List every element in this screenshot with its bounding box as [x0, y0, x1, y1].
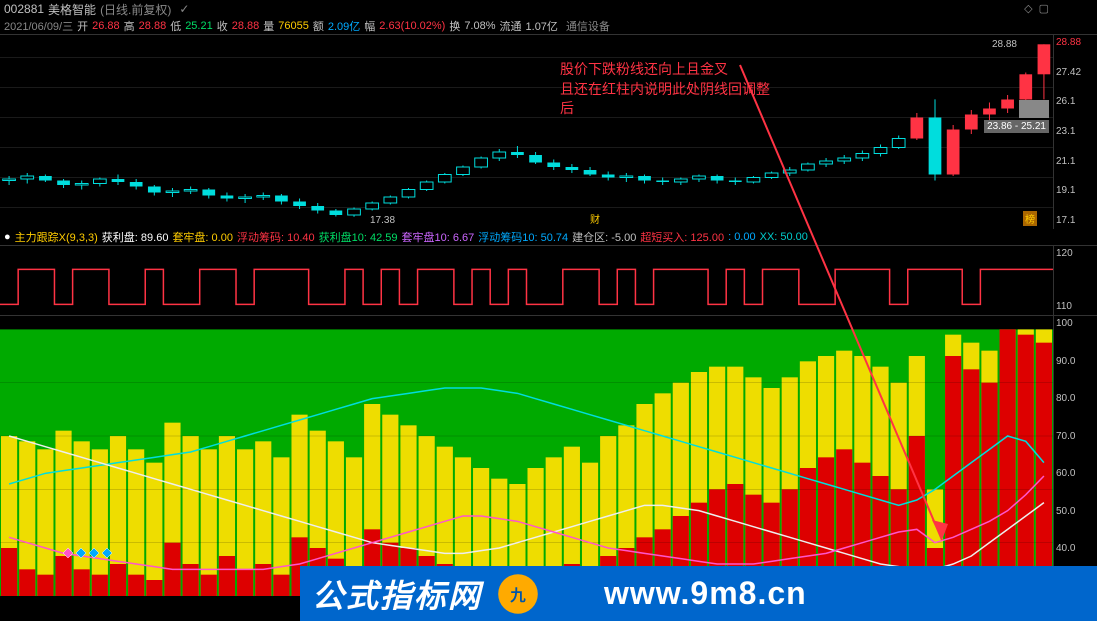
- watermark-banner: 公式指标网 九 www.9m8.cn: [300, 566, 1097, 621]
- hi-price-label: 28.88: [992, 39, 1017, 50]
- period-label: (日线.前复权): [100, 1, 171, 18]
- open-val: 26.88: [92, 20, 120, 32]
- indicator2-chart[interactable]: 10090.080.070.060.050.040.030.0: [0, 315, 1097, 595]
- diamond-icons: [62, 547, 113, 559]
- price-tick: 23.1: [1056, 126, 1095, 138]
- turn-lbl: 换: [449, 18, 460, 34]
- diamond-icon: [62, 547, 74, 559]
- price-tick: 28.88: [1056, 37, 1095, 49]
- grey-box: [1019, 100, 1049, 118]
- ind2-tick: 80.0: [1056, 393, 1095, 405]
- low-val: 25.21: [185, 20, 213, 32]
- amt-val: 2.09亿: [328, 18, 360, 34]
- indicator1-header: ● 主力跟踪X(9,3,3) 获利盘: 89.60 套牢盘: 0.00 浮动筹码…: [0, 229, 1097, 245]
- ind2-tick: 90.0: [1056, 356, 1095, 368]
- diamond-icon: [88, 547, 100, 559]
- price-tick: 17.1: [1056, 215, 1095, 227]
- quote-bar: 2021/06/09/三 开 26.88 高 28.88 低 25.21 收 28.88…: [0, 18, 1097, 34]
- price-tick: 27.42: [1056, 67, 1095, 79]
- ind1-tick: 110: [1056, 301, 1095, 313]
- ind2-tick: 70.0: [1056, 431, 1095, 443]
- price-chart[interactable]: 28.88 27.42 26.1 23.1 21.1 19.1 17.1 股价下跌粉线还向上…: [0, 34, 1097, 229]
- price-tick: 19.1: [1056, 185, 1095, 197]
- close-lbl: 收: [217, 18, 228, 34]
- eye-icon[interactable]: ◇: [1024, 2, 1032, 15]
- diamond-icon: [75, 547, 87, 559]
- indicator1-chart[interactable]: 120 110: [0, 245, 1097, 315]
- cai-label: 财: [590, 211, 600, 226]
- bang-label: 榜: [1023, 211, 1037, 226]
- float-val: 1.07亿: [526, 18, 558, 34]
- ind2-tick: 100: [1056, 318, 1095, 330]
- stock-name: 美格智能: [48, 1, 96, 18]
- price-tick: 26.1: [1056, 96, 1095, 108]
- price-y-axis: 28.88 27.42 26.1 23.1 21.1 19.1 17.1: [1053, 35, 1097, 229]
- anno-line1: 股价下跌粉线还向上且金叉: [560, 60, 770, 80]
- watermark-logo-icon: 九: [496, 572, 540, 616]
- box-icon[interactable]: ▢: [1039, 2, 1049, 15]
- high-lbl: 高: [124, 18, 135, 34]
- high-val: 28.88: [139, 20, 167, 32]
- box-price-label: 23.86 - 25.21: [984, 120, 1049, 133]
- date: 2021/06/09/三: [4, 18, 73, 34]
- vol-val: 76055: [278, 20, 309, 32]
- ind2-tick: 50.0: [1056, 506, 1095, 518]
- ind2-y-axis: 10090.080.070.060.050.040.030.0: [1053, 316, 1097, 595]
- ind1-y-axis: 120 110: [1053, 246, 1097, 315]
- svg-text:九: 九: [509, 586, 526, 604]
- chg-val: 2.63(10.02%): [379, 20, 445, 32]
- anno-line2: 且还在红柱内说明此处阴线回调整: [560, 80, 770, 100]
- close-val: 28.88: [232, 20, 260, 32]
- low-price-label: 17.38: [370, 215, 395, 226]
- diamond-icon: [101, 547, 113, 559]
- watermark-url: www.9m8.cn: [604, 575, 807, 612]
- title-bar: 002881 美格智能 (日线.前复权) ✓ ◇ ▢: [0, 0, 1097, 18]
- info-icon[interactable]: ✓: [179, 2, 189, 16]
- vol-lbl: 量: [263, 18, 274, 34]
- low-lbl: 低: [170, 18, 181, 34]
- stock-code: 002881: [4, 2, 44, 16]
- float-lbl: 流通: [500, 18, 522, 34]
- ind2-tick: 60.0: [1056, 468, 1095, 480]
- turn-val: 7.08%: [464, 20, 495, 32]
- price-tick: 21.1: [1056, 156, 1095, 168]
- watermark-title: 公式指标网: [312, 571, 482, 617]
- sector: 通信设备: [566, 18, 610, 34]
- amt-lbl: 额: [313, 18, 324, 34]
- ind2-tick: 40.0: [1056, 543, 1095, 555]
- anno-line3: 后: [560, 99, 770, 119]
- ind1-tick: 120: [1056, 248, 1095, 260]
- annotation-text: 股价下跌粉线还向上且金叉 且还在红柱内说明此处阴线回调整 后: [560, 60, 770, 119]
- open-lbl: 开: [77, 18, 88, 34]
- chg-lbl: 幅: [364, 18, 375, 34]
- top-right-controls: ◇ ▢: [1024, 2, 1049, 15]
